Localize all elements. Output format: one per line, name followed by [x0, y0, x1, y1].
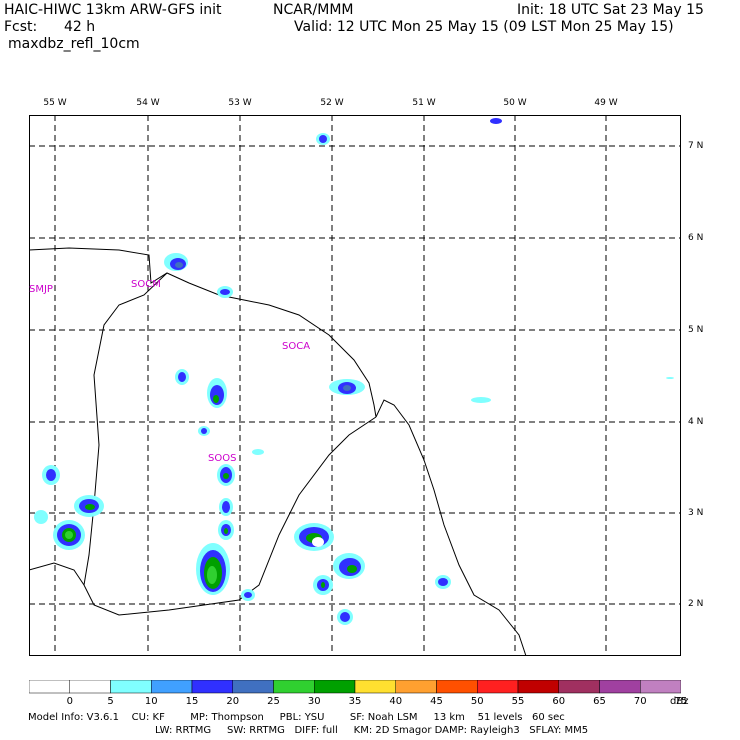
station-smjp: SMJP: [29, 284, 53, 295]
reflectivity-cells: [34, 118, 674, 625]
forecast-label: Fcst:: [4, 19, 38, 35]
lon-label-53w: 53 W: [228, 98, 252, 108]
lon-label-55w: 55 W: [43, 98, 67, 108]
echo-cell: [337, 609, 353, 625]
footer-model-info: Model Info: V3.6.1 CU: KF MP: Thompson P…: [28, 712, 565, 723]
lat-label-5n: 5 N: [688, 325, 704, 335]
colorbar-swatch: [29, 680, 70, 694]
lat-label-6n: 6 N: [688, 233, 704, 243]
colorbar-tick-label: 45: [430, 696, 443, 707]
colorbar-swatch: [395, 680, 437, 694]
org-label: NCAR/MMM: [273, 2, 354, 18]
lon-label-52w: 52 W: [320, 98, 344, 108]
echo-cell: [217, 286, 233, 298]
field-name: maxdbz_refl_10cm: [8, 36, 140, 52]
station-soca: SOCA: [282, 341, 311, 352]
colorbar: [29, 680, 681, 694]
forecast-hours: 42 h: [64, 19, 96, 35]
colorbar-tick-label: 40: [389, 696, 403, 707]
echo-cell: [34, 510, 48, 524]
echo-cell: [217, 464, 235, 486]
lon-label-54w: 54 W: [136, 98, 160, 108]
colorbar-unit: dBz: [670, 696, 689, 707]
colorbar-tick-label: 30: [307, 696, 321, 707]
echo-cell: [490, 118, 502, 124]
echo-cell: [471, 397, 491, 403]
echo-cell: [313, 575, 333, 595]
lat-label-7n: 7 N: [688, 141, 704, 151]
echo-cell: [294, 523, 334, 551]
colorbar-swatch: [436, 680, 478, 694]
lon-label-49w: 49 W: [594, 98, 618, 108]
colorbar-tick-label: 10: [144, 696, 158, 707]
echo-cell: [329, 379, 365, 395]
colorbar-tick-label: 25: [267, 696, 280, 707]
echo-cell: [42, 465, 60, 485]
echo-cell: [53, 520, 85, 550]
valid-time: Valid: 12 UTC Mon 25 May 15 (09 LST Mon …: [294, 19, 674, 35]
colorbar-swatch: [517, 680, 559, 694]
colorbar-swatch: [640, 680, 681, 694]
echo-cell: [175, 369, 189, 385]
echo-cell: [333, 553, 365, 579]
colorbar-swatch: [477, 680, 519, 694]
colorbar-tick-label: 20: [226, 696, 240, 707]
colorbar-swatch: [232, 680, 274, 694]
lon-label-51w: 51 W: [412, 98, 436, 108]
echo-cell: [666, 377, 674, 379]
colorbar-tick-label: 65: [593, 696, 606, 707]
station-socm: SOCM: [131, 279, 161, 290]
colorbar-swatch: [558, 680, 600, 694]
echo-cell: [241, 589, 255, 601]
echo-cell: [74, 495, 104, 517]
init-time: Init: 18 UTC Sat 23 May 15: [517, 2, 704, 18]
colorbar-tick-label: 75: [674, 696, 688, 707]
reflectivity-map: [29, 115, 681, 656]
echo-cell: [252, 449, 264, 455]
echo-cell: [219, 498, 233, 516]
lat-lon-grid: [29, 115, 681, 656]
lat-label-3n: 3 N: [688, 508, 704, 518]
colorbar-swatch: [354, 680, 396, 694]
echo-cell: [196, 543, 230, 595]
colorbar-swatch: [599, 680, 641, 694]
colorbar-tick-label: 35: [348, 696, 362, 707]
colorbar-tick-label: 50: [470, 696, 484, 707]
lon-label-50w: 50 W: [503, 98, 527, 108]
colorbar-swatch: [110, 680, 152, 694]
model-title: HAIC-HIWC 13km ARW-GFS init: [4, 2, 222, 18]
lat-label-2n: 2 N: [688, 599, 704, 609]
colorbar-tick-label: 15: [185, 696, 199, 707]
echo-cell: [435, 575, 451, 589]
colorbar-tick-label: 70: [633, 696, 647, 707]
colorbar-tick-label: 60: [552, 696, 566, 707]
lat-label-4n: 4 N: [688, 417, 704, 427]
colorbar-tick-label: 5: [107, 696, 114, 707]
footer-physics-info: LW: RRTMG SW: RRTMG DIFF: full KM: 2D Sm…: [155, 725, 589, 736]
echo-cell: [164, 253, 188, 271]
colorbar-swatch: [151, 680, 193, 694]
echo-cell: [207, 378, 227, 408]
echo-cell: [218, 520, 234, 540]
colorbar-tick-label: 55: [511, 696, 525, 707]
colorbar-swatch: [69, 680, 111, 694]
colorbar-swatch: [191, 680, 233, 694]
coastline-borders: [29, 247, 527, 656]
colorbar-swatch: [314, 680, 356, 694]
echo-cell: [198, 426, 210, 436]
station-soos: SOOS: [208, 453, 237, 464]
colorbar-tick-label: 0: [66, 696, 73, 707]
echo-cell: [316, 133, 330, 145]
colorbar-swatch: [273, 680, 315, 694]
